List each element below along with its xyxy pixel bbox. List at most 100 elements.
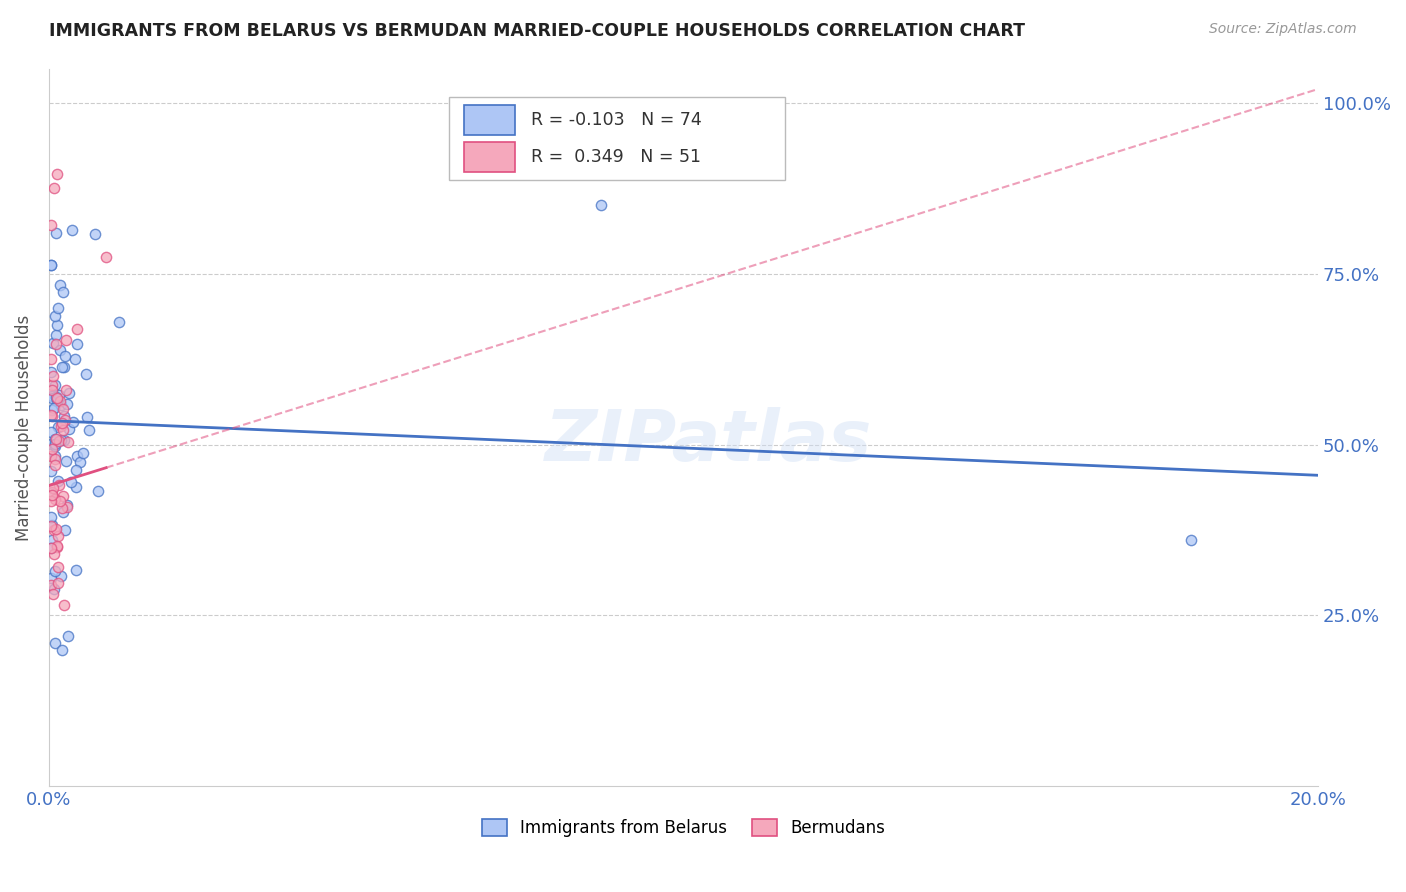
Point (62, 415, 84, 429)
Point (65, 564, 87, 578)
Point (55, 333, 77, 347)
Point (53, 412, 76, 426)
Point (44, 458, 66, 473)
Point (41, 389, 63, 403)
Point (39, 541, 62, 556)
Point (52, 489, 75, 503)
Point (41, 481, 63, 495)
Point (45, 168, 67, 182)
Point (107, 315, 129, 329)
Point (39, 351, 62, 366)
Point (41, 391, 63, 405)
Point (49, 343, 72, 357)
Point (51, 416, 73, 430)
Text: R = -0.103   N = 74: R = -0.103 N = 74 (531, 112, 702, 129)
Point (45, 539, 67, 553)
Point (51, 500, 73, 515)
Point (44, 451, 66, 466)
Point (49, 434, 72, 448)
Point (52, 423, 75, 437)
Point (46, 576, 69, 591)
Point (39, 518, 62, 533)
Point (44, 437, 66, 451)
Point (44, 636, 66, 650)
Point (46, 420, 69, 434)
Point (56, 500, 79, 514)
Y-axis label: Married-couple Households: Married-couple Households (15, 314, 32, 541)
Point (39, 464, 62, 478)
Point (44, 377, 66, 392)
Point (39, 258, 62, 272)
Point (66, 337, 89, 351)
Point (39, 449, 62, 463)
Point (41, 533, 63, 547)
Bar (464, 105, 515, 136)
Point (48, 528, 70, 542)
Point (41, 485, 63, 500)
Point (53, 434, 76, 448)
Point (51, 398, 73, 412)
Point (48, 478, 70, 492)
Point (45, 393, 67, 408)
Point (45, 390, 67, 404)
Point (39, 365, 62, 379)
Point (58, 422, 80, 436)
Point (75, 367, 97, 381)
Point (41, 571, 63, 585)
Point (42, 524, 65, 538)
Point (41, 378, 63, 392)
Point (83, 227, 105, 241)
Point (48, 388, 70, 402)
Bar (464, 142, 515, 172)
Point (45, 337, 67, 351)
Point (41, 587, 63, 601)
Point (46, 301, 69, 315)
Point (60, 475, 83, 489)
Point (52, 285, 75, 300)
Point (49, 393, 72, 408)
Point (56, 499, 79, 513)
Point (44, 449, 66, 463)
Point (39, 408, 62, 422)
Point (48, 434, 70, 449)
Point (44, 439, 66, 453)
Point (41, 383, 63, 397)
Point (1180, 533, 1202, 548)
Point (53, 523, 76, 537)
Point (77, 423, 100, 437)
Point (39, 218, 62, 232)
Point (589, 198, 612, 212)
Point (48, 559, 70, 574)
Point (41, 442, 63, 456)
Point (49, 569, 72, 583)
Point (39, 541, 62, 555)
Point (55, 397, 77, 411)
Text: Source: ZipAtlas.com: Source: ZipAtlas.com (1209, 22, 1357, 37)
Point (46, 391, 69, 405)
Point (41, 517, 63, 532)
Point (52, 409, 75, 423)
Point (44, 582, 66, 596)
Point (86, 483, 108, 498)
Point (49, 419, 72, 434)
Point (55, 383, 77, 397)
Point (41, 409, 63, 423)
Point (44, 309, 66, 323)
Point (49, 278, 72, 293)
Point (65, 479, 87, 493)
Point (41, 487, 63, 501)
Point (56, 629, 79, 643)
Point (44, 491, 66, 506)
Point (39, 494, 62, 508)
Point (46, 474, 69, 488)
Text: R =  0.349   N = 51: R = 0.349 N = 51 (531, 148, 702, 166)
Point (45, 327, 67, 342)
Point (52, 401, 75, 416)
Legend: Immigrants from Belarus, Bermudans: Immigrants from Belarus, Bermudans (475, 813, 891, 844)
Point (52, 598, 75, 612)
Point (45, 226, 67, 240)
Text: ZIPatlas: ZIPatlas (546, 408, 873, 476)
Point (45, 540, 67, 554)
Point (53, 349, 76, 363)
Point (42, 181, 65, 195)
